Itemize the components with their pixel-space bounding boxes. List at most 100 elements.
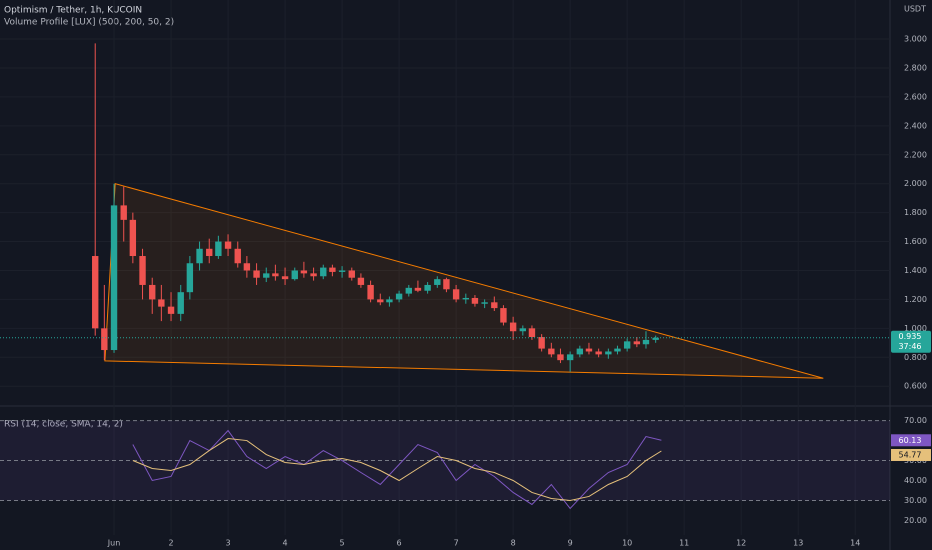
candle-body — [452, 289, 460, 300]
candle-body — [566, 354, 574, 361]
y-tick-label: 2.800 — [904, 63, 927, 72]
candle-body — [186, 263, 194, 293]
y-tick-label: 2.600 — [904, 92, 927, 101]
candle-body — [263, 273, 270, 278]
x-tick-label: 5 — [340, 539, 345, 548]
x-tick-label: 10 — [622, 539, 632, 548]
y-tick-label: 2.200 — [904, 150, 927, 159]
x-tick-label: 7 — [454, 539, 459, 548]
candle-body — [310, 273, 317, 277]
candle-body — [167, 306, 175, 314]
candle-body — [528, 328, 536, 338]
candle-body — [424, 284, 431, 291]
y-tick-label: 3.000 — [904, 35, 927, 44]
y-tick-label: 0.600 — [904, 382, 927, 391]
x-tick-label: 4 — [283, 539, 288, 548]
candle-body — [215, 241, 222, 257]
candle-body — [605, 351, 612, 355]
candle-body — [206, 248, 213, 257]
candle-body — [652, 337, 659, 340]
x-tick-label: 14 — [850, 539, 860, 548]
candle-body — [338, 270, 346, 272]
x-tick-label: Jun — [107, 539, 121, 548]
candle-body — [557, 354, 564, 361]
rsi-last-label: 60.13 — [899, 436, 922, 445]
candle-body — [434, 279, 441, 285]
candle-body — [585, 348, 593, 352]
price-tag — [891, 330, 931, 353]
candle-body — [234, 248, 241, 264]
candle-body — [377, 299, 384, 303]
candle-body — [329, 267, 336, 272]
triangle-pattern — [104, 183, 824, 379]
candle-body — [253, 270, 260, 278]
candle-body — [120, 205, 127, 220]
y-tick-label: 2.000 — [904, 179, 927, 188]
rsi-tag — [891, 434, 931, 447]
candle-body — [576, 348, 584, 355]
y-tick-label: 1.600 — [904, 237, 927, 246]
candle-body — [595, 351, 602, 355]
x-tick-label: 12 — [736, 539, 746, 548]
candle-body — [348, 270, 355, 278]
candle-body — [538, 337, 545, 349]
candle-body — [443, 279, 450, 290]
x-tick-label: 2 — [168, 539, 173, 548]
y-tick-label: 1.800 — [904, 208, 927, 217]
candle-body — [110, 205, 118, 351]
candle-body — [642, 339, 650, 345]
candle-body — [386, 299, 393, 303]
y-tick-label: 1.200 — [904, 295, 927, 304]
y-tick-label: 0.800 — [904, 353, 927, 362]
candle-body — [300, 270, 308, 274]
y-tick-label: 2.400 — [904, 121, 927, 130]
candle-body — [481, 302, 488, 304]
candle-body — [224, 241, 232, 249]
y-tick-label: 1.000 — [904, 324, 927, 333]
candle-body — [291, 270, 298, 280]
last-price-label: 0.935 — [899, 332, 922, 341]
x-tick-label: 9 — [568, 539, 573, 548]
candle-body — [129, 219, 137, 257]
candle-body — [101, 328, 108, 351]
candle-body — [320, 267, 327, 277]
candle-body — [281, 276, 289, 280]
candle-body — [500, 308, 507, 323]
sma-tag — [891, 448, 931, 461]
y-axis-label: USDT — [904, 5, 926, 14]
countdown-label: 37:46 — [898, 342, 921, 351]
candle-body — [243, 263, 251, 271]
candle-body — [177, 292, 184, 314]
candle-body — [414, 287, 422, 291]
rsi-tick-label: 20.00 — [904, 516, 927, 525]
candle-body — [196, 248, 203, 264]
candle-body — [158, 299, 165, 307]
y-tick-label: 1.400 — [904, 266, 927, 275]
candle-body — [519, 328, 527, 332]
chart-subtitle: Volume Profile [LUX] (500, 200, 50, 2) — [4, 18, 174, 28]
candle-body — [509, 322, 517, 332]
rsi-line — [132, 429, 662, 510]
x-tick-label: 3 — [226, 539, 231, 548]
x-tick-label: 6 — [397, 539, 402, 548]
candle-body — [272, 273, 279, 277]
x-tick-label: 11 — [679, 539, 689, 548]
candle-body — [462, 297, 470, 300]
sma-last-label: 54.77 — [899, 450, 922, 459]
rsi-tick-label: 70.00 — [904, 416, 927, 425]
candle-body — [357, 277, 365, 285]
x-tick-label: 13 — [793, 539, 803, 548]
candle-body — [367, 284, 374, 300]
rsi-tick-label: 30.00 — [904, 496, 927, 505]
candle-body — [139, 256, 146, 285]
rsi-title: RSI (14, close, SMA, 14, 2) — [4, 420, 123, 430]
rsi-sma-line — [132, 438, 662, 501]
candle-body — [548, 348, 555, 355]
candle-body — [491, 302, 498, 309]
candle-body — [623, 341, 631, 349]
candle-body — [92, 256, 99, 329]
candle-body — [633, 341, 641, 345]
x-tick-label: 8 — [511, 539, 516, 548]
